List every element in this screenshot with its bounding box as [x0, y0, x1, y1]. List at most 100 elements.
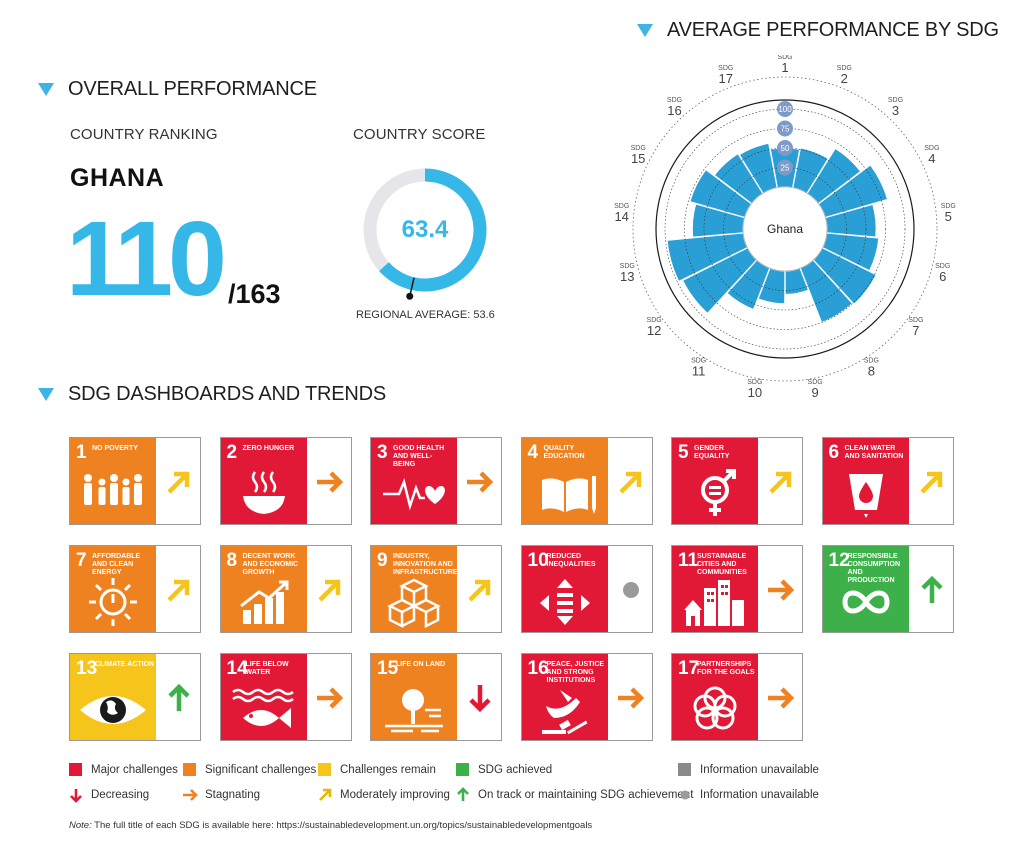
axis-prefix-sdg-11: SDG	[691, 357, 706, 364]
arrow-down-icon	[70, 789, 82, 803]
regional-average-dot	[406, 292, 414, 300]
sdg-number: 13	[76, 658, 98, 679]
ring-label-25: 25	[781, 164, 790, 173]
axis-label-sdg-16: 16	[667, 103, 681, 118]
country-score-label: COUNTRY SCORE	[353, 126, 486, 143]
sdg-icon-square: 14 LIFE BELOW WATER	[220, 654, 307, 740]
legend-swatch-orange	[183, 763, 196, 776]
sdg-title: DECENT WORK AND ECONOMIC GROWTH	[242, 553, 299, 576]
footnote-text: The full title of each SDG is available …	[91, 820, 593, 831]
rank-total: /163	[228, 279, 281, 309]
axis-prefix-sdg-6: SDG	[935, 263, 950, 270]
sdg-tile-6: 6 CLEAN WATER AND SANITATION	[821, 437, 954, 525]
sdg-tile-17: 17 PARTNERSHIPS FOR THE GOALS	[671, 653, 803, 741]
arrow-up-right-icon	[915, 465, 949, 499]
legend-stagnating: Stagnating	[182, 787, 260, 803]
legend-major-challenges: Major challenges	[69, 763, 178, 776]
grid-ring-25	[723, 167, 847, 291]
sdg-number: 9	[377, 550, 388, 571]
legend-unavailable-dot-label: Information unavailable	[700, 789, 819, 801]
overall-performance-title: OVERALL PERFORMANCE	[68, 78, 317, 100]
sdg-icon-square: 3 GOOD HEALTH AND WELL-BEING	[371, 438, 457, 524]
sdg-number: 14	[226, 658, 248, 679]
sdg-icon-square: 17 PARTNERSHIPS FOR THE GOALS	[672, 654, 758, 740]
legend-achieved-label: SDG achieved	[478, 763, 553, 776]
heartbeat-icon	[383, 478, 445, 511]
sdg-title: LIFE ON LAND	[396, 661, 445, 668]
fish-icon	[231, 688, 294, 728]
sdg-title: ZERO HUNGER	[242, 445, 295, 452]
arrow-right-icon	[463, 465, 497, 499]
axis-label-sdg-2: 2	[841, 71, 848, 86]
axis-label-sdg-9: 9	[812, 385, 819, 400]
sdg-icon-square: 10 REDUCED INEQUALITIES	[521, 546, 608, 632]
axis-prefix-sdg-16: SDG	[667, 97, 682, 104]
sdg-number: 16	[527, 658, 549, 679]
sdg-title: PEACE, JUSTICE AND STRONG INSTITUTIONS	[546, 661, 605, 684]
sdg-number: 6	[828, 442, 840, 463]
equality-icon	[539, 579, 590, 625]
sdg-title: GENDER EQUALITY	[694, 445, 730, 460]
ring-label-badge-50	[777, 140, 793, 156]
sdg-title: AFFORDABLE AND CLEAN ENERGY	[92, 553, 141, 576]
arrow-up-right-icon	[463, 573, 497, 607]
sdg-icon-square: 15 LIFE ON LAND	[371, 654, 457, 740]
country-rank: 110 /163	[66, 206, 281, 312]
growth-chart-icon	[239, 580, 288, 624]
legend-unavailable-sq-label: Information unavailable	[700, 763, 819, 776]
sdg-number: 5	[678, 442, 689, 463]
arrow-right-icon	[183, 789, 198, 801]
sdg-icon-square: 12 RESPONSIBLE CONSUMPTION AND PRODUCTION	[822, 546, 909, 632]
arrow-right-icon	[313, 465, 347, 499]
ring-label-badge-25	[777, 159, 793, 176]
frame-ring	[655, 99, 915, 359]
sdg-title: RESPONSIBLE CONSUMPTION AND PRODUCTION	[847, 553, 901, 584]
sdg-number: 8	[226, 550, 238, 571]
axis-label-sdg-12: 12	[647, 323, 661, 338]
tree-icon	[385, 689, 443, 733]
footnote: Note: The full title of each SDG is avai…	[69, 820, 592, 831]
rank-value: 110	[66, 200, 227, 318]
dove-gavel-icon	[541, 690, 588, 735]
legend-info-unavailable-square: Information unavailable	[678, 763, 819, 776]
legend-improving-label: Moderately improving	[340, 789, 450, 801]
score-donut	[363, 168, 487, 300]
axis-label-sdg-6: 6	[939, 269, 946, 284]
legend-swatch-green	[456, 763, 469, 776]
sdg-icon-square: 4 QUALITY EDUCATION	[521, 438, 608, 524]
sdg-title: LIFE BELOW WATER	[245, 661, 289, 676]
legend-decreasing-label: Decreasing	[91, 789, 150, 801]
ring-label-100: 100	[778, 105, 792, 114]
axis-prefix-sdg-4: SDG	[924, 145, 939, 152]
ring-label-badge-100	[777, 101, 793, 117]
power-sun-icon	[89, 578, 137, 626]
axis-label-sdg-1: 1	[781, 60, 788, 75]
axis-label-sdg-8: 8	[868, 363, 875, 378]
sdg-number: 12	[828, 550, 850, 571]
axis-prefix-sdg-14: SDG	[614, 203, 629, 210]
footnote-prefix: Note:	[69, 820, 92, 831]
sdg-number: 4	[527, 442, 539, 463]
score-arc	[379, 168, 487, 292]
axis-prefix-sdg-13: SDG	[620, 263, 635, 270]
sdg-icon-square: 7 AFFORDABLE AND CLEAN ENERGY	[70, 546, 156, 632]
arrow-right-icon	[614, 681, 648, 715]
arrow-right-icon	[313, 681, 347, 715]
axis-prefix-sdg-1: SDG	[777, 55, 792, 61]
city-icon	[684, 580, 744, 626]
sdg-title: QUALITY EDUCATION	[543, 445, 585, 460]
axis-label-sdg-5: 5	[945, 209, 952, 224]
sdg-title: SUSTAINABLE CITIES AND COMMUNITIES	[697, 553, 747, 576]
axis-prefix-sdg-17: SDG	[718, 65, 733, 72]
arrow-right-icon	[764, 681, 798, 715]
legend-swatch-red	[69, 763, 82, 776]
sdg-icon-square: 2 ZERO HUNGER	[220, 438, 307, 524]
sdg-title: REDUCED INEQUALITIES	[546, 553, 596, 568]
arrow-up-right-icon	[764, 465, 798, 499]
sdg-title: NO POVERTY	[92, 445, 138, 452]
arrow-up-icon	[162, 681, 196, 715]
grey-dot-icon	[614, 573, 648, 607]
arrow-down-icon	[463, 681, 497, 715]
legend-moderately-improving: Moderately improving	[317, 787, 450, 803]
